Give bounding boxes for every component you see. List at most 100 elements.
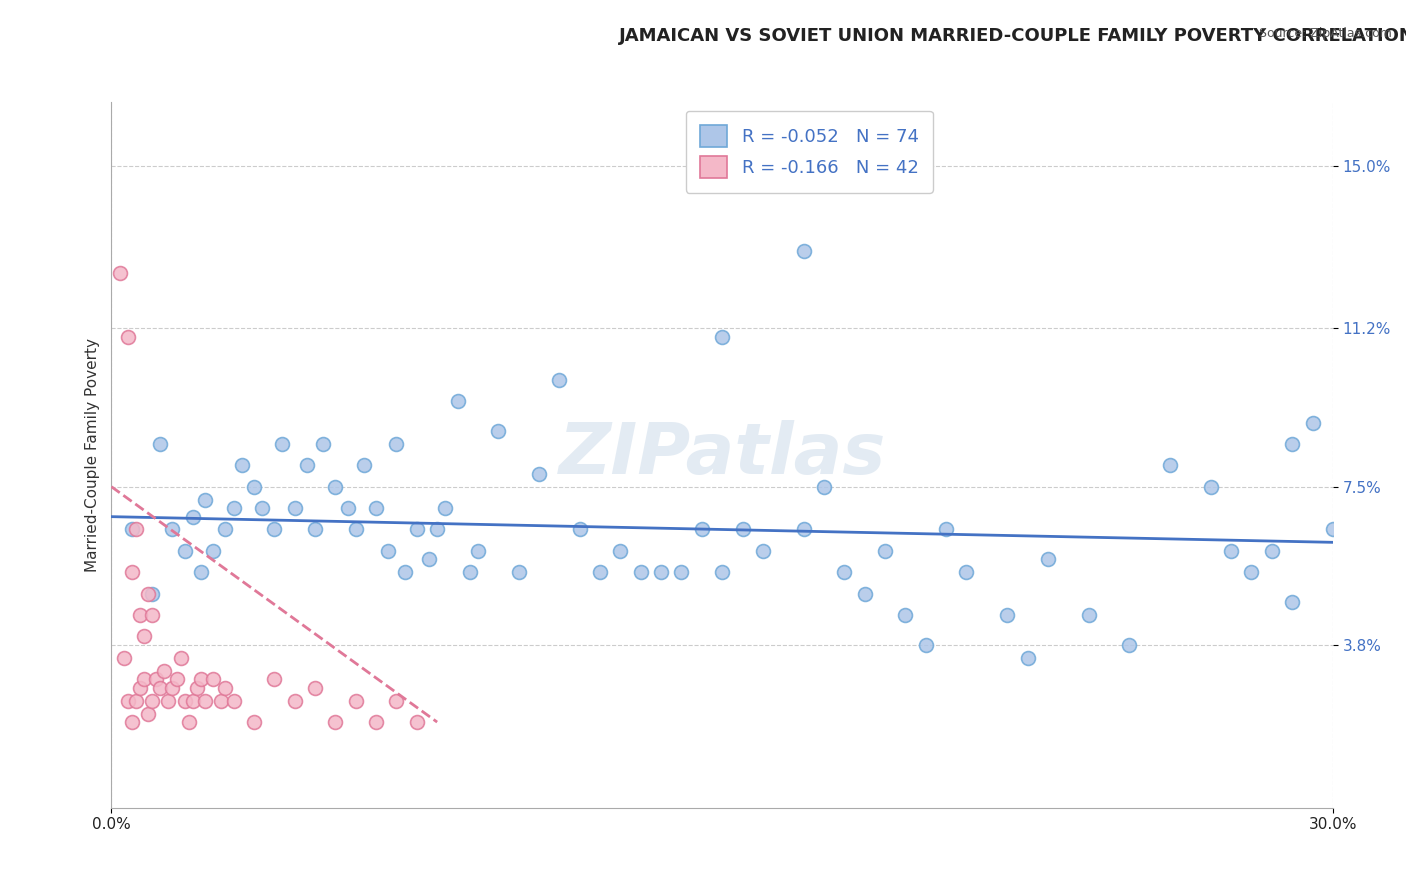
Point	[304, 681, 326, 695]
Point	[263, 523, 285, 537]
Point	[173, 544, 195, 558]
Point	[194, 694, 217, 708]
Point	[385, 694, 408, 708]
Point	[548, 373, 571, 387]
Point	[1240, 566, 1263, 580]
Point	[853, 587, 876, 601]
Point	[181, 694, 204, 708]
Point	[121, 566, 143, 580]
Point	[364, 501, 387, 516]
Point	[231, 458, 253, 473]
Point	[125, 694, 148, 708]
Point	[129, 608, 152, 623]
Point	[149, 437, 172, 451]
Point	[405, 715, 427, 730]
Point	[995, 608, 1018, 623]
Point	[157, 694, 180, 708]
Point	[194, 492, 217, 507]
Point	[353, 458, 375, 473]
Point	[385, 437, 408, 451]
Point	[426, 523, 449, 537]
Point	[690, 523, 713, 537]
Point	[1322, 523, 1344, 537]
Point	[263, 673, 285, 687]
Point	[243, 480, 266, 494]
Point	[153, 664, 176, 678]
Point	[117, 694, 139, 708]
Point	[222, 501, 245, 516]
Point	[1036, 552, 1059, 566]
Point	[132, 630, 155, 644]
Point	[129, 681, 152, 695]
Point	[141, 587, 163, 601]
Point	[121, 715, 143, 730]
Point	[125, 523, 148, 537]
Point	[1261, 544, 1284, 558]
Point	[671, 566, 693, 580]
Point	[1281, 595, 1303, 609]
Point	[446, 394, 468, 409]
Point	[166, 673, 188, 687]
Point	[177, 715, 200, 730]
Point	[609, 544, 631, 558]
Point	[377, 544, 399, 558]
Point	[141, 608, 163, 623]
Point	[121, 523, 143, 537]
Point	[834, 566, 856, 580]
Point	[243, 715, 266, 730]
Point	[486, 424, 509, 438]
Text: ZIPatlas: ZIPatlas	[558, 420, 886, 489]
Point	[141, 694, 163, 708]
Point	[873, 544, 896, 558]
Point	[117, 330, 139, 344]
Point	[312, 437, 335, 451]
Point	[394, 566, 416, 580]
Point	[209, 694, 232, 708]
Point	[173, 694, 195, 708]
Point	[250, 501, 273, 516]
Text: JAMAICAN VS SOVIET UNION MARRIED-COUPLE FAMILY POVERTY CORRELATION CHART: JAMAICAN VS SOVIET UNION MARRIED-COUPLE …	[619, 27, 1406, 45]
Point	[711, 330, 734, 344]
Point	[336, 501, 359, 516]
Point	[508, 566, 530, 580]
Point	[202, 544, 225, 558]
Point	[325, 715, 347, 730]
Point	[527, 467, 550, 481]
Point	[222, 694, 245, 708]
Legend: R = -0.052   N = 74, R = -0.166   N = 42: R = -0.052 N = 74, R = -0.166 N = 42	[686, 111, 934, 193]
Point	[630, 566, 652, 580]
Point	[149, 681, 172, 695]
Point	[405, 523, 427, 537]
Point	[711, 566, 734, 580]
Point	[112, 651, 135, 665]
Point	[1220, 544, 1243, 558]
Point	[1281, 437, 1303, 451]
Point	[752, 544, 775, 558]
Point	[190, 673, 212, 687]
Point	[214, 681, 236, 695]
Text: Source: ZipAtlas.com: Source: ZipAtlas.com	[1258, 27, 1392, 40]
Point	[813, 480, 835, 494]
Point	[894, 608, 917, 623]
Point	[434, 501, 457, 516]
Point	[793, 244, 815, 259]
Point	[914, 638, 936, 652]
Point	[364, 715, 387, 730]
Point	[284, 501, 307, 516]
Point	[108, 266, 131, 280]
Point	[295, 458, 318, 473]
Point	[162, 681, 184, 695]
Point	[136, 706, 159, 721]
Point	[458, 566, 481, 580]
Point	[935, 523, 957, 537]
Point	[202, 673, 225, 687]
Point	[344, 694, 367, 708]
Point	[650, 566, 672, 580]
Point	[1017, 651, 1039, 665]
Point	[181, 509, 204, 524]
Point	[186, 681, 208, 695]
Point	[145, 673, 167, 687]
Point	[1159, 458, 1181, 473]
Point	[568, 523, 591, 537]
Point	[190, 566, 212, 580]
